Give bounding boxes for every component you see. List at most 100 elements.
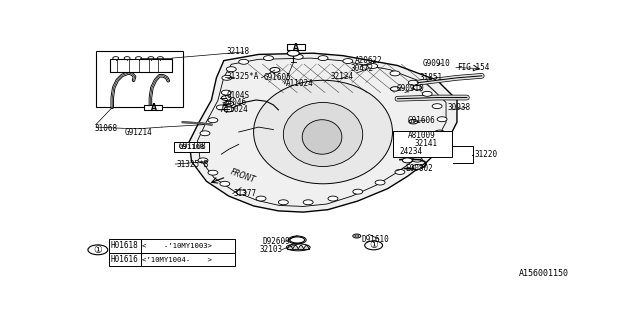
Text: 31068: 31068 <box>95 124 118 133</box>
Circle shape <box>318 56 328 60</box>
Circle shape <box>328 196 338 201</box>
Circle shape <box>278 200 288 205</box>
Bar <box>394 131 452 157</box>
Bar <box>109 253 236 266</box>
Circle shape <box>353 189 363 194</box>
Circle shape <box>412 157 422 162</box>
Circle shape <box>412 164 422 170</box>
Circle shape <box>270 68 280 72</box>
Circle shape <box>353 234 361 238</box>
Text: 30472: 30472 <box>350 64 374 73</box>
Polygon shape <box>189 53 457 212</box>
Text: 32103: 32103 <box>260 245 283 254</box>
Ellipse shape <box>253 80 392 184</box>
Ellipse shape <box>284 102 363 166</box>
Ellipse shape <box>290 237 305 243</box>
Circle shape <box>208 118 218 123</box>
Circle shape <box>220 181 230 186</box>
Circle shape <box>425 144 435 149</box>
Circle shape <box>236 190 246 195</box>
Circle shape <box>264 56 273 60</box>
Text: A81009: A81009 <box>408 132 435 140</box>
Text: 31851: 31851 <box>420 73 443 82</box>
Bar <box>109 239 236 253</box>
Text: <’10MY1004-    >: <’10MY1004- > <box>143 257 212 262</box>
Text: 31325*A: 31325*A <box>227 72 259 81</box>
Text: 31220: 31220 <box>474 150 497 159</box>
Text: G90910: G90910 <box>422 59 450 68</box>
Circle shape <box>195 145 205 150</box>
Circle shape <box>303 200 313 205</box>
Text: D91610: D91610 <box>361 235 389 244</box>
Text: G91606: G91606 <box>408 116 435 125</box>
Text: G91605: G91605 <box>264 73 291 82</box>
Text: A156001150: A156001150 <box>518 269 568 278</box>
Circle shape <box>375 180 385 185</box>
Circle shape <box>208 170 218 175</box>
Circle shape <box>422 92 432 96</box>
Circle shape <box>355 235 359 237</box>
Circle shape <box>222 75 232 80</box>
Text: 0104S: 0104S <box>227 91 250 100</box>
Circle shape <box>224 107 234 112</box>
Circle shape <box>157 57 163 60</box>
Text: G91108: G91108 <box>178 142 206 151</box>
Circle shape <box>200 131 210 136</box>
Circle shape <box>437 117 447 122</box>
Circle shape <box>148 57 154 60</box>
Circle shape <box>435 130 445 135</box>
Text: D92609: D92609 <box>262 237 290 246</box>
Text: 32118: 32118 <box>227 47 250 56</box>
Text: H01616: H01616 <box>110 255 138 264</box>
Bar <box>174 142 209 152</box>
Text: FIG.154: FIG.154 <box>457 63 490 72</box>
Bar <box>110 59 172 72</box>
Circle shape <box>256 196 266 201</box>
Text: G91214: G91214 <box>125 128 152 137</box>
Circle shape <box>88 245 108 255</box>
Circle shape <box>343 59 353 64</box>
Circle shape <box>367 64 378 68</box>
Circle shape <box>221 90 231 95</box>
Circle shape <box>403 158 412 163</box>
Text: A: A <box>293 43 299 52</box>
Circle shape <box>198 158 208 163</box>
Circle shape <box>224 101 234 106</box>
Circle shape <box>124 57 130 60</box>
Text: ①: ① <box>93 245 102 255</box>
Text: 24234: 24234 <box>400 147 423 156</box>
Text: G90910: G90910 <box>396 84 424 93</box>
Circle shape <box>365 241 383 250</box>
Text: ①: ① <box>369 240 378 250</box>
Circle shape <box>395 170 405 174</box>
Text: E00802: E00802 <box>405 164 433 173</box>
Circle shape <box>113 57 118 60</box>
Circle shape <box>408 80 419 85</box>
Bar <box>145 105 163 110</box>
Circle shape <box>413 85 422 90</box>
Circle shape <box>287 50 300 56</box>
Circle shape <box>227 67 236 72</box>
Circle shape <box>216 105 227 110</box>
Text: A20622: A20622 <box>355 56 383 65</box>
Text: 32141: 32141 <box>415 139 438 148</box>
Circle shape <box>293 54 303 59</box>
Circle shape <box>409 119 418 124</box>
Bar <box>287 44 305 50</box>
Text: G91108: G91108 <box>179 144 205 150</box>
Text: 31377: 31377 <box>234 189 257 198</box>
Text: A: A <box>150 103 156 112</box>
Circle shape <box>239 59 249 64</box>
Bar <box>96 51 182 108</box>
Text: A11024: A11024 <box>286 79 314 89</box>
Circle shape <box>390 71 400 76</box>
Circle shape <box>390 87 399 91</box>
Text: FRONT: FRONT <box>229 168 256 185</box>
Text: 31325*B: 31325*B <box>177 160 209 169</box>
Text: A11024: A11024 <box>220 105 248 114</box>
Text: H01618: H01618 <box>110 242 138 251</box>
Circle shape <box>136 57 141 60</box>
Text: <    -’10MY1003>: < -’10MY1003> <box>143 243 212 249</box>
Text: 30938: 30938 <box>447 103 470 112</box>
Circle shape <box>221 96 231 100</box>
